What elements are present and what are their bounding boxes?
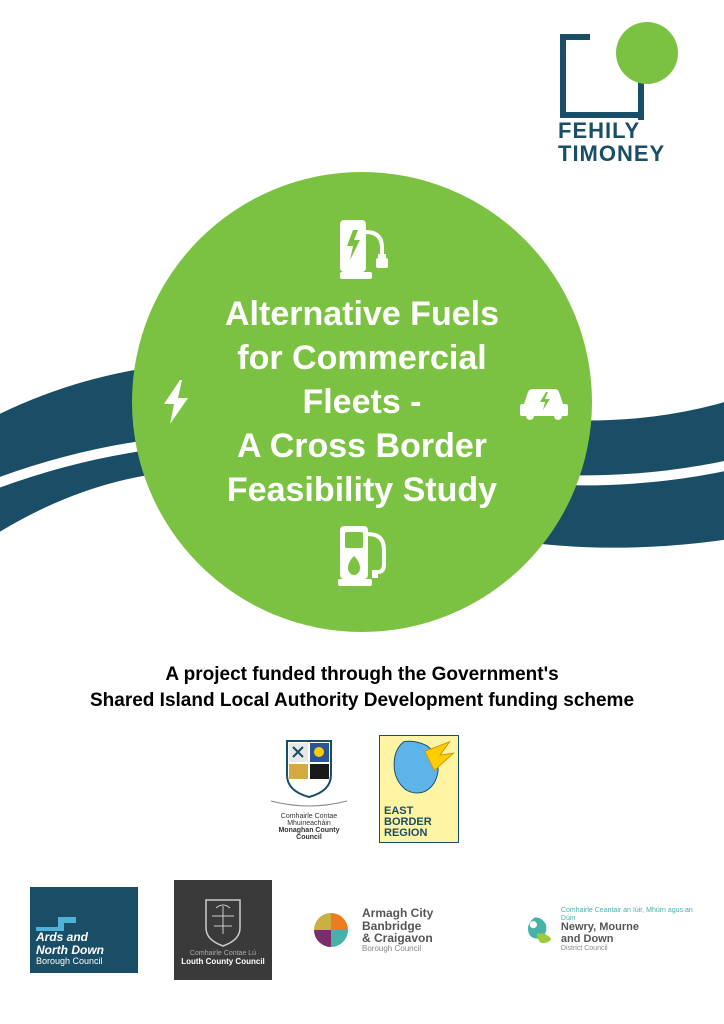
electric-car-icon bbox=[518, 384, 570, 420]
fehily-logo-mark bbox=[554, 22, 684, 117]
subtitle-line2: Shared Island Local Authority Developmen… bbox=[0, 688, 724, 714]
fehily-line2: TIMONEY bbox=[558, 142, 684, 165]
fehily-logo-text: FEHILY TIMONEY bbox=[554, 119, 684, 165]
armagh-line1: Armagh City bbox=[362, 907, 433, 920]
monaghan-county-council-logo: Comhairle Contae Mhuineacháin Monaghan C… bbox=[265, 735, 353, 843]
ards-sub: Borough Council bbox=[36, 957, 132, 967]
subtitle-line1: A project funded through the Government'… bbox=[0, 662, 724, 688]
newry-line1: Newry, Mourne bbox=[561, 922, 694, 934]
newry-ga: Comhairle Ceantair an Iúir, Mhúrn agus a… bbox=[561, 907, 694, 922]
circle-title: Alternative Fuels for Commercial Fleets … bbox=[225, 292, 499, 513]
lightning-bolt-icon bbox=[158, 378, 194, 426]
newry-mourne-down-logo: Comhairle Ceantair an Iúir, Mhúrn agus a… bbox=[519, 900, 694, 960]
louth-label-en: Louth County Council bbox=[181, 957, 265, 966]
east-border-region-logo: EAST BORDER REGION bbox=[379, 735, 459, 843]
armagh-sub: Borough Council bbox=[362, 945, 433, 953]
partner-logos-row-2: Ards and North Down Borough Council Comh… bbox=[0, 880, 724, 980]
louth-county-council-logo: Comhairle Contae Lú Louth County Council bbox=[174, 880, 272, 980]
ards-north-down-logo: Ards and North Down Borough Council bbox=[30, 887, 138, 973]
monaghan-label-en: Monaghan County Council bbox=[265, 827, 353, 841]
funding-subtitle: A project funded through the Government'… bbox=[0, 662, 724, 713]
title-line-1: for Commercial bbox=[237, 339, 486, 377]
ev-charging-station-icon bbox=[332, 214, 392, 284]
title-line-3: A Cross Border bbox=[237, 427, 487, 465]
newry-sub: District Council bbox=[561, 945, 694, 952]
fehily-line1: FEHILY bbox=[558, 119, 684, 142]
title-circle: Alternative Fuels for Commercial Fleets … bbox=[132, 172, 592, 632]
armagh-line3: & Craigavon bbox=[362, 932, 433, 945]
east-border-label: EAST BORDER REGION bbox=[384, 805, 432, 839]
title-line-0: Alternative Fuels bbox=[225, 295, 499, 333]
louth-label-ga: Comhairle Contae Lú bbox=[190, 950, 256, 957]
armagh-banbridge-craigavon-logo: Armagh City Banbridge & Craigavon Boroug… bbox=[308, 900, 483, 960]
title-line-4: Feasibility Study bbox=[227, 471, 497, 509]
bio-fuel-pump-icon bbox=[332, 520, 392, 590]
partner-logos-row-1: Comhairle Contae Mhuineacháin Monaghan C… bbox=[0, 735, 724, 843]
monaghan-label-ga: Comhairle Contae Mhuineacháin bbox=[265, 813, 353, 827]
ards-line1: Ards and bbox=[36, 931, 132, 944]
fehily-timoney-logo: FEHILY TIMONEY bbox=[554, 22, 684, 165]
newry-line2: and Down bbox=[561, 934, 694, 946]
title-line-2: Fleets - bbox=[302, 383, 421, 421]
fehily-dot-icon bbox=[616, 22, 678, 84]
